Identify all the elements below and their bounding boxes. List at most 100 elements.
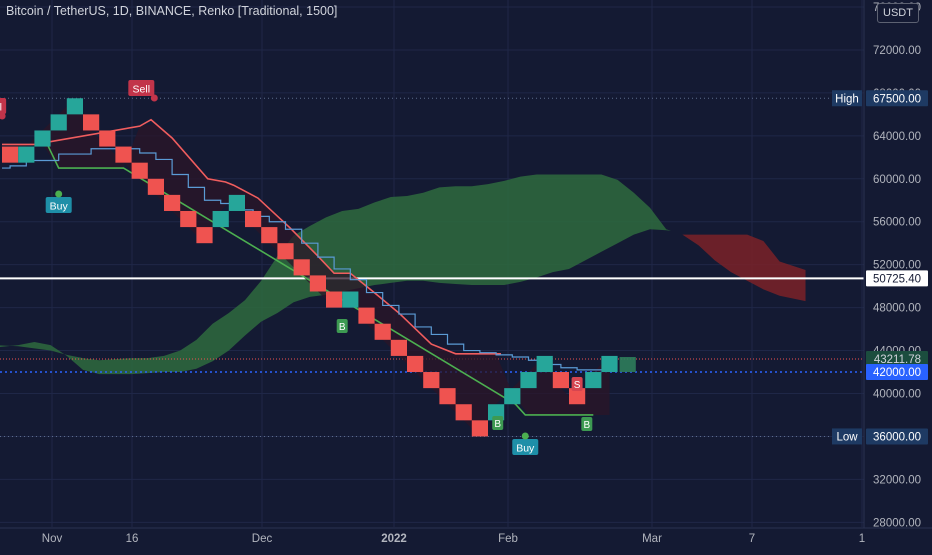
signal-label-bg — [571, 377, 583, 391]
b-marker: B — [336, 319, 348, 333]
x-tick-label: 7 — [749, 533, 755, 545]
signal-markers: Sell Sell Buy Buy B B B S — [0, 80, 593, 455]
price-label-name-bg — [832, 90, 862, 107]
renko-brick-down — [423, 372, 440, 389]
price-label-name: High — [835, 93, 859, 105]
renko-brick-up — [520, 372, 537, 389]
renko-brick-down — [407, 355, 424, 373]
price-label-name: Low — [836, 431, 858, 443]
renko-brick-down — [115, 146, 132, 163]
renko-brick-down — [196, 227, 213, 244]
time-axis-bg — [0, 528, 932, 550]
renko-brick-up — [601, 355, 618, 373]
renko-brick-down — [552, 372, 569, 389]
renko-brick-down — [147, 178, 164, 195]
y-tick-label: 28000.00 — [873, 517, 921, 529]
price-label: 42000.00 — [866, 364, 928, 381]
renko-brick-down — [569, 388, 586, 405]
price-label-value: 36000.00 — [873, 431, 921, 443]
y-tick-label: 32000.00 — [873, 474, 921, 486]
x-tick-label: 1 — [859, 533, 865, 545]
price-label: 43211.78 — [866, 351, 928, 368]
signal-text: S — [574, 380, 581, 391]
y-tick-label: 60000.00 — [873, 174, 921, 186]
renko-brick-up — [228, 194, 245, 211]
renko-brick-up — [504, 388, 521, 405]
price-label-bg — [866, 90, 928, 107]
price-label: 50725.40 — [866, 270, 928, 287]
signal-label-bg — [128, 80, 155, 96]
currency-button[interactable]: USDT — [877, 3, 919, 23]
price-label: 67500.00 High — [832, 90, 928, 107]
s-marker: S — [571, 377, 583, 391]
x-tick-label: 16 — [126, 533, 139, 545]
renko-brick-down — [277, 243, 294, 260]
signal-text: B — [583, 420, 590, 431]
signal-text: B — [339, 322, 346, 333]
signal-text: B — [494, 419, 501, 430]
renko-brick-down — [83, 114, 100, 131]
renko-brick-up — [212, 210, 229, 228]
renko-brick-down — [471, 420, 488, 437]
horizontal-lines — [0, 97, 864, 437]
renko-brick-up — [66, 98, 83, 115]
b-marker: B — [492, 416, 504, 430]
renko-bricks — [2, 98, 636, 437]
renko-brick-up — [585, 372, 602, 389]
signal-label-bg — [512, 439, 539, 455]
signal-dot — [150, 94, 158, 102]
renko-brick-down — [180, 210, 197, 228]
signal-label-bg — [0, 98, 7, 114]
signal-text: Sell — [133, 83, 151, 95]
stop-line-green — [46, 144, 594, 416]
renko-brick-up — [50, 114, 67, 131]
signal-label-bg — [336, 319, 348, 333]
price-label-value: 43211.78 — [874, 354, 921, 366]
signal-label-bg — [492, 416, 504, 430]
sell-signal: Sell — [128, 80, 158, 102]
signal-label-bg — [581, 417, 593, 431]
x-tick-label: Dec — [252, 533, 273, 545]
y-tick-label: 40000.00 — [873, 388, 921, 400]
price-label-value: 67500.00 — [873, 93, 921, 105]
signal-dot — [55, 190, 63, 198]
buy-signal: Buy — [45, 190, 72, 213]
renko-brick-down — [293, 259, 310, 276]
renko-brick-up — [18, 146, 35, 163]
sell-signal: Sell — [0, 98, 7, 120]
signal-dot — [521, 432, 529, 440]
signal-label-bg — [45, 197, 72, 213]
renko-brick-down — [455, 404, 472, 421]
renko-brick-down — [374, 323, 391, 340]
renko-brick-down — [326, 291, 343, 308]
renko-brick-down — [309, 275, 326, 292]
signal-text: Buy — [516, 442, 535, 454]
renko-brick-forming — [619, 357, 636, 373]
y-tick-label: 56000.00 — [873, 217, 921, 229]
price-label-bg — [866, 364, 928, 381]
signal-text: Sell — [0, 101, 2, 113]
renko-brick-down — [2, 146, 19, 163]
y-tick-label: 64000.00 — [873, 131, 921, 143]
price-label-value: 42000.00 — [873, 367, 921, 379]
x-tick-label: Feb — [498, 533, 518, 545]
renko-brick-down — [261, 227, 278, 244]
chart-title: Bitcoin / TetherUS, 1D, BINANCE, Renko [… — [6, 4, 338, 18]
x-tick-label: 2022 — [381, 533, 407, 545]
price-label-name-bg — [832, 428, 862, 445]
price-label: 36000.00 Low — [832, 428, 928, 445]
price-label-bg — [866, 428, 928, 445]
signal-text: Buy — [50, 200, 69, 212]
renko-brick-up — [34, 130, 51, 147]
x-tick-label: Nov — [42, 533, 63, 545]
y-tick-label: 48000.00 — [873, 303, 921, 315]
y-tick-label: 72000.00 — [873, 45, 921, 57]
renko-brick-down — [99, 130, 116, 147]
b-marker: B — [581, 417, 593, 431]
renko-brick-down — [390, 339, 407, 356]
renko-brick-down — [164, 194, 181, 211]
price-label-value: 50725.40 — [873, 273, 921, 285]
